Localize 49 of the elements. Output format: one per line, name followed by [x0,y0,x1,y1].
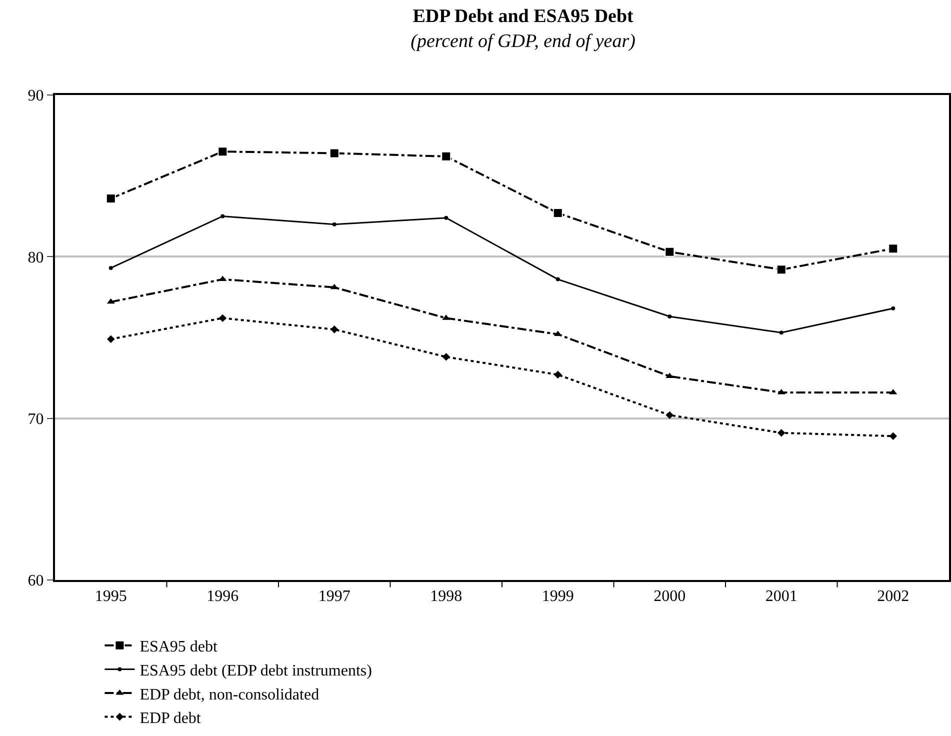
point [218,314,227,322]
point [556,277,560,282]
x-tick-label: 1995 [94,588,127,606]
chart-title: EDP Debt and ESA95 Debt [412,6,634,28]
point [330,326,338,334]
point [554,330,562,336]
point [552,208,563,218]
x-tick-label: 1999 [542,588,574,606]
point [664,246,675,257]
y-tick-label: 80 [28,249,44,266]
x-tick-label: 1998 [430,588,462,606]
point [442,353,450,361]
point [329,148,340,158]
x-tick-label: 1997 [318,588,350,606]
point [218,146,228,157]
point [444,216,448,220]
chart-subtitle: (percent of GDP, end of year) [410,30,636,52]
y-tick-label: 90 [28,88,44,105]
x-tick-label: 2002 [877,588,910,606]
point [777,388,786,394]
point [106,335,115,344]
point [666,372,674,378]
legend-label: EDP debt, non-consolidated [140,686,320,704]
point [779,330,784,335]
point [220,214,225,218]
point [106,298,115,304]
legend-label: EDP debt [140,710,202,728]
legend-label: ESA95 debt [140,638,218,656]
point [441,151,452,162]
point [776,264,786,275]
point [889,432,898,440]
point [332,222,336,226]
point [554,370,562,379]
y-tick-label: 70 [28,410,44,428]
point [330,284,338,290]
legend-label: ESA95 debt (EDP debt instruments) [140,662,372,680]
x-tick-label: 2001 [765,588,798,606]
point [218,276,227,282]
point [889,388,898,394]
x-tick-label: 2000 [654,588,686,606]
y-tick-label: 60 [28,572,44,590]
point [666,411,674,419]
point [108,266,113,270]
point [888,244,898,254]
point [106,193,116,204]
point [668,314,672,318]
point [891,306,896,310]
point [777,428,786,437]
x-tick-label: 1996 [206,588,239,606]
